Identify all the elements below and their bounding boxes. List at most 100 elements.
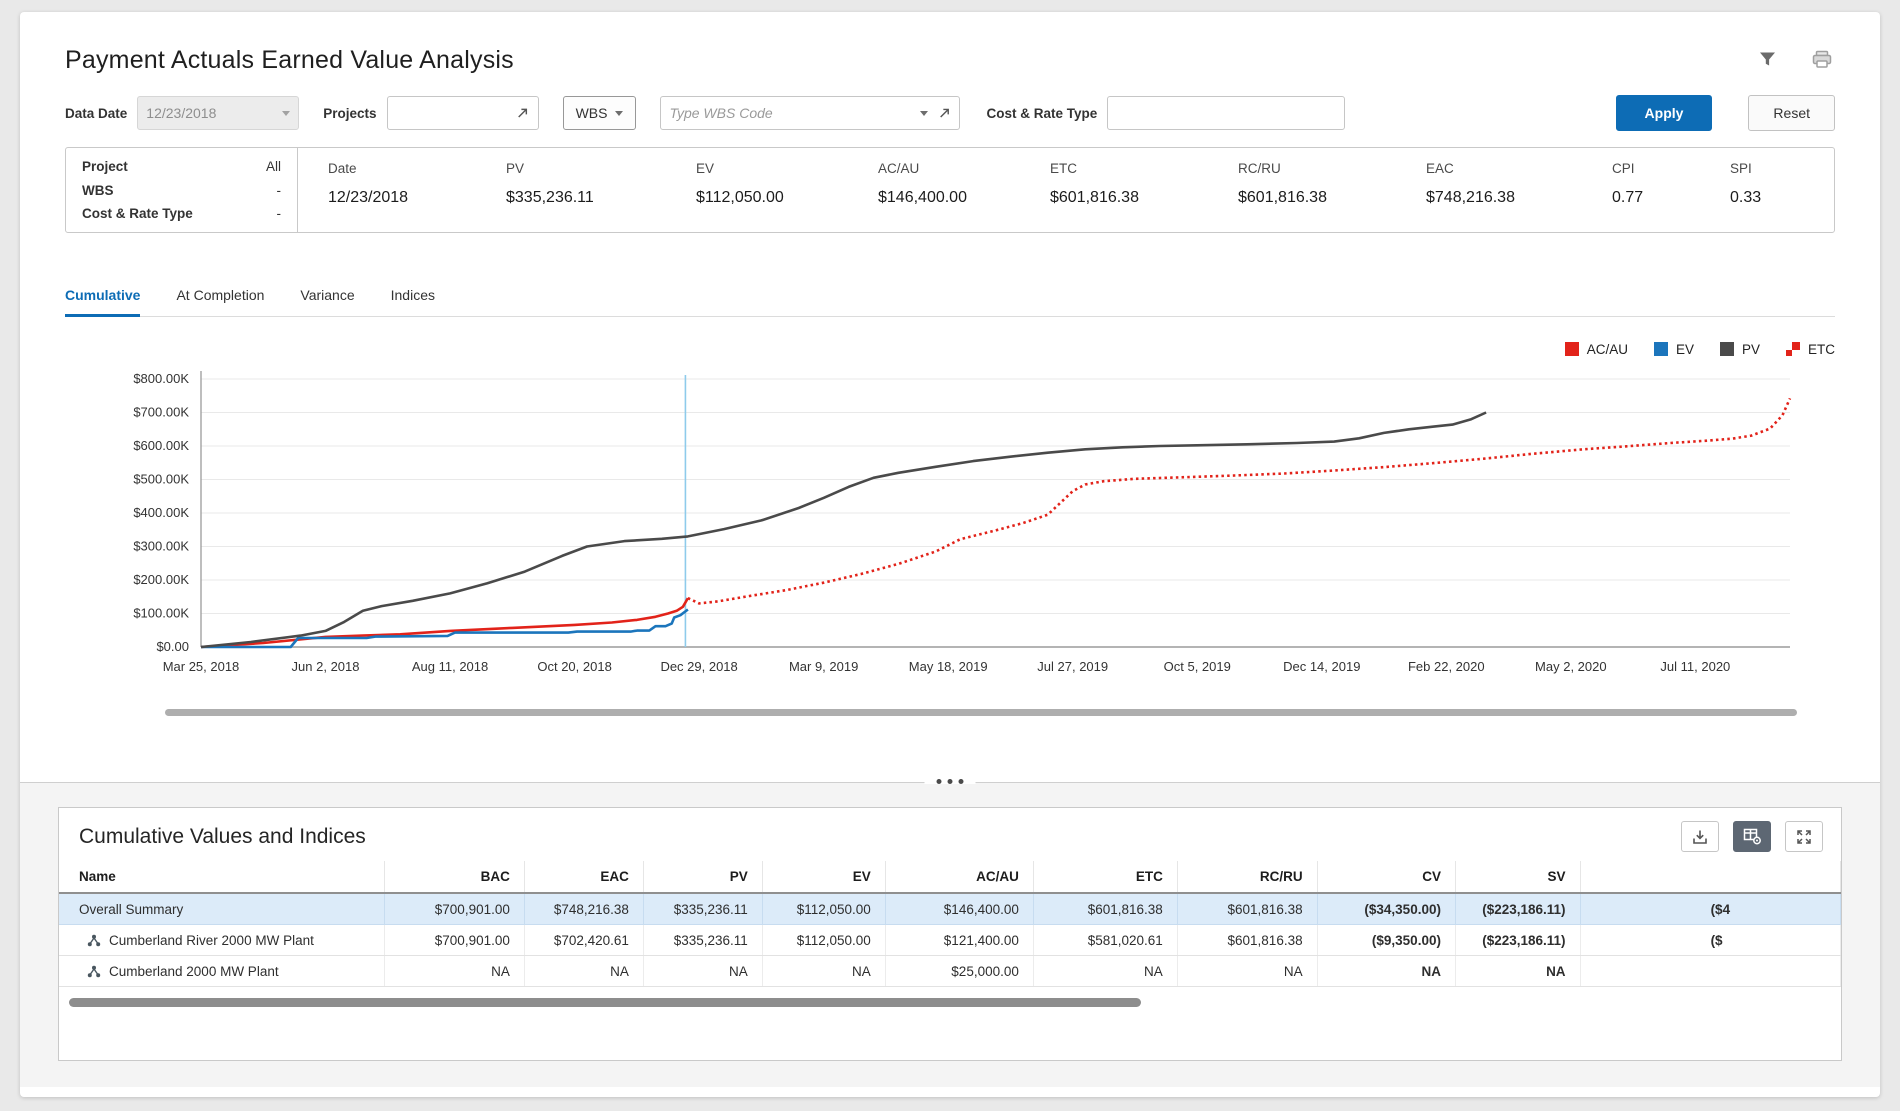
cell-etc[interactable]: $581,020.61 [1033, 924, 1178, 956]
legend-item-pv[interactable]: PV [1719, 342, 1760, 357]
cost-rate-type-field[interactable] [1116, 105, 1337, 121]
metric-value: $146,400.00 [878, 189, 967, 206]
tab-indices[interactable]: Indices [390, 287, 435, 303]
column-header-clipped[interactable] [1580, 861, 1841, 894]
tab-variance[interactable]: Variance [300, 287, 355, 303]
cell-cv[interactable]: ($34,350.00) [1317, 893, 1456, 925]
summary-left-label: Project [82, 159, 128, 174]
splitter-drag-handle[interactable] [924, 779, 976, 784]
cell-ac-au[interactable]: $146,400.00 [885, 893, 1034, 925]
cell-clipped[interactable]: ($ [1580, 924, 1841, 956]
table-horizontal-scrollbar [67, 998, 1833, 1008]
cell-cv[interactable]: ($9,350.00) [1317, 924, 1456, 956]
metric-ac-au: AC/AU $146,400.00 [878, 161, 1050, 207]
table-row-overall-summary[interactable]: Overall Summary $700,901.00 $748,216.38 $33… [59, 893, 1841, 925]
cell-sv[interactable]: ($223,186.11) [1455, 924, 1581, 956]
x-axis-tick: Feb 22, 2020 [1408, 659, 1485, 674]
cell-rc-ru[interactable]: NA [1177, 955, 1318, 987]
metric-value: 0.33 [1730, 189, 1762, 206]
cell-eac[interactable]: NA [524, 955, 644, 987]
wbs-code-input[interactable] [660, 96, 961, 130]
row-name-cell[interactable]: Cumberland River 2000 MW Plant [59, 924, 386, 956]
cell-etc[interactable]: NA [1033, 955, 1178, 987]
main-card: Payment Actuals Earned Value Analysis Da… [20, 12, 1880, 1097]
legend-swatch [1653, 342, 1668, 356]
row-name-cell[interactable]: Cumberland 2000 MW Plant [59, 955, 386, 987]
metric-eac: EAC $748,216.38 [1426, 161, 1612, 207]
cell-pv[interactable]: $335,236.11 [643, 893, 763, 925]
cell-ev[interactable]: $112,050.00 [762, 893, 886, 925]
cell-pv[interactable]: $335,236.11 [643, 924, 763, 956]
column-header-rc-ru[interactable]: RC/RU [1177, 861, 1318, 894]
series-ac-au [200, 597, 690, 649]
metric-label: EV [696, 161, 715, 176]
projects-input[interactable] [386, 96, 539, 130]
cell-cv[interactable]: NA [1317, 955, 1456, 987]
projects-field[interactable] [395, 105, 517, 121]
table-row-cumberland-2000-mw-plant[interactable]: Cumberland 2000 MW Plant NA NA NA NA $25,000.… [59, 955, 1841, 987]
cell-rc-ru[interactable]: $601,816.38 [1177, 924, 1318, 956]
table-viewport: Name BAC EAC PV EV AC/AU ETC RC/RU CV SV Overall S… [59, 861, 1841, 987]
chart-horizontal-scrollbar[interactable] [165, 709, 1797, 716]
column-header-pv[interactable]: PV [643, 861, 763, 894]
table-title: Cumulative Values and Indices [79, 824, 366, 848]
y-axis-tick: $0.00 [156, 639, 189, 654]
cell-rc-ru[interactable]: $601,816.38 [1177, 893, 1318, 925]
cell-bac[interactable]: NA [384, 955, 525, 987]
cell-pv[interactable]: NA [643, 955, 763, 987]
column-header-ac-au[interactable]: AC/AU [885, 861, 1034, 894]
summary-left-label: Cost & Rate Type [82, 206, 193, 221]
cell-ev[interactable]: $112,050.00 [762, 924, 886, 956]
column-header-etc[interactable]: ETC [1033, 861, 1178, 894]
expand-icon[interactable] [1785, 821, 1823, 852]
legend-item-etc[interactable]: ETC [1786, 342, 1835, 357]
column-header-name[interactable]: Name [59, 861, 386, 894]
reset-button[interactable]: Reset [1748, 95, 1835, 131]
cell-eac[interactable]: $748,216.38 [524, 893, 644, 925]
column-header-ev[interactable]: EV [762, 861, 886, 894]
chart-legend: AC/AU EV PV ETC [65, 341, 1835, 357]
wbs-dropdown-button[interactable]: WBS [562, 96, 637, 130]
data-date-label: Data Date [65, 105, 128, 121]
caret-down-icon [282, 110, 291, 116]
table-row-cumberland-river-2000-mw-plant[interactable]: Cumberland River 2000 MW Plant $700,901.0… [59, 924, 1841, 956]
column-header-cv[interactable]: CV [1317, 861, 1456, 894]
cell-clipped[interactable] [1580, 955, 1841, 987]
printer-icon[interactable] [1809, 48, 1835, 74]
cell-bac[interactable]: $700,901.00 [384, 893, 525, 925]
series-etc [687, 397, 1792, 605]
column-header-eac[interactable]: EAC [524, 861, 644, 894]
legend-item-ev[interactable]: EV [1653, 342, 1694, 357]
cell-ac-au[interactable]: $121,400.00 [885, 924, 1034, 956]
series-ev [201, 608, 689, 649]
row-name-cell[interactable]: Overall Summary [59, 893, 386, 925]
grid-settings-icon[interactable] [1733, 821, 1771, 852]
summary-left-value: All [265, 159, 281, 174]
cell-ev[interactable]: NA [762, 955, 886, 987]
cell-sv[interactable]: NA [1455, 955, 1581, 987]
metric-label: PV [506, 161, 525, 176]
column-header-sv[interactable]: SV [1455, 861, 1581, 894]
cell-eac[interactable]: $702,420.61 [524, 924, 644, 956]
metric-date: Date 12/23/2018 [328, 161, 506, 207]
metric-value: $112,050.00 [696, 189, 784, 206]
cell-clipped[interactable]: ($4 [1580, 893, 1841, 925]
metric-rc-ru: RC/RU $601,816.38 [1238, 161, 1426, 207]
tab-at-completion[interactable]: At Completion [176, 287, 265, 303]
x-axis-tick: Jul 27, 2019 [1037, 659, 1108, 674]
legend-item-ac-au[interactable]: AC/AU [1564, 342, 1628, 357]
tab-cumulative[interactable]: Cumulative [65, 287, 141, 317]
download-icon[interactable] [1681, 821, 1719, 852]
cell-etc[interactable]: $601,816.38 [1033, 893, 1178, 925]
filter-funnel-icon[interactable] [1756, 48, 1779, 73]
cell-sv[interactable]: ($223,186.11) [1455, 893, 1581, 925]
cell-ac-au[interactable]: $25,000.00 [885, 955, 1034, 987]
scrollbar-thumb[interactable] [69, 998, 1141, 1007]
column-header-bac[interactable]: BAC [384, 861, 525, 894]
apply-button[interactable]: Apply [1615, 95, 1713, 131]
data-date-select[interactable] [137, 96, 300, 130]
data-date-value[interactable] [146, 105, 283, 121]
cost-rate-type-input[interactable] [1107, 96, 1346, 130]
cell-bac[interactable]: $700,901.00 [384, 924, 525, 956]
wbs-code-field[interactable] [669, 105, 921, 121]
